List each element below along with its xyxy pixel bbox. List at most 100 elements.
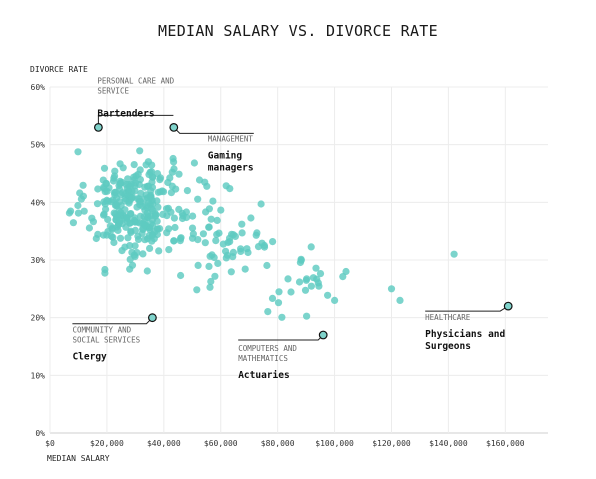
data-point [170, 237, 178, 245]
data-point [141, 183, 149, 191]
x-tick-label: $20,000 [90, 439, 124, 448]
data-point [170, 158, 178, 166]
data-point [212, 237, 220, 245]
data-point [124, 234, 132, 242]
data-point [213, 216, 221, 224]
data-point [275, 288, 283, 296]
y-tick-label: 10% [31, 371, 46, 380]
data-point [269, 238, 277, 246]
data-point [194, 236, 202, 244]
data-point [213, 230, 221, 239]
data-point [131, 226, 139, 234]
annotation-category: COMMUNITY AND [72, 326, 131, 335]
data-point [238, 229, 246, 237]
highlighted-point [503, 301, 513, 311]
data-point [142, 161, 150, 169]
data-point [130, 161, 138, 169]
data-point [211, 272, 219, 280]
y-tick-label: 50% [31, 141, 46, 150]
x-axis-ticks: $0 $20,000 $40,000 $60,000 $80,000 $100,000 $1… [45, 439, 525, 448]
data-point [217, 206, 225, 214]
data-point [136, 176, 144, 184]
data-point [126, 255, 134, 263]
data-point [201, 239, 209, 247]
annotation-occupation: Gaming [208, 150, 243, 161]
data-point [264, 308, 272, 316]
data-point [179, 212, 187, 220]
data-point [206, 252, 214, 260]
data-point [148, 178, 156, 186]
annotation-category: HEALTHCARE [425, 313, 471, 322]
data-point [189, 212, 197, 220]
data-point [128, 248, 136, 256]
annotation-category: MATHEMATICS [238, 354, 288, 363]
data-point [143, 267, 151, 275]
data-point [342, 267, 350, 276]
data-point [163, 205, 171, 213]
annotation-line [238, 334, 324, 341]
data-point [111, 167, 119, 175]
data-point [193, 286, 201, 294]
data-point [144, 194, 152, 202]
annotation-category: SOCIAL SERVICES [72, 336, 140, 345]
data-point [131, 242, 139, 250]
y-tick-label: 0% [35, 429, 45, 438]
data-point [148, 237, 156, 245]
highlighted-point [169, 122, 179, 132]
data-points [65, 147, 458, 321]
data-point [104, 228, 112, 236]
data-point [127, 180, 135, 188]
data-point [226, 185, 234, 193]
highlighted-point [318, 330, 328, 340]
data-point [141, 206, 149, 214]
y-axis-ticks: 0% 10% 20% 30% 40% 50% 60% [31, 83, 46, 438]
data-point [128, 261, 137, 269]
data-point [153, 197, 161, 205]
data-point [74, 148, 82, 156]
data-point [130, 173, 138, 181]
data-point [307, 243, 315, 251]
data-point [201, 178, 209, 186]
annotation-occupation: managers [208, 162, 254, 173]
data-point [387, 285, 396, 293]
data-point [199, 230, 207, 238]
data-point [136, 197, 144, 206]
data-point [153, 217, 161, 225]
highlighted-point [147, 313, 157, 323]
annotation-category: SERVICE [97, 86, 129, 95]
data-point [152, 211, 160, 219]
data-point [116, 179, 124, 187]
data-point [252, 231, 260, 239]
data-point [303, 312, 311, 320]
data-point [116, 234, 125, 242]
data-point [159, 210, 167, 218]
data-point [136, 166, 144, 174]
data-point [93, 200, 102, 208]
data-point [396, 296, 404, 304]
data-point [205, 223, 213, 231]
data-point [316, 270, 325, 278]
data-point [114, 226, 122, 234]
data-point [172, 185, 180, 193]
data-point [214, 259, 222, 267]
data-point [163, 229, 171, 237]
data-point [106, 222, 115, 230]
data-point [146, 244, 154, 252]
annotation-occupation: Actuaries [238, 370, 289, 381]
x-tick-label: $160,000 [486, 439, 525, 448]
data-point [74, 209, 82, 217]
data-point [303, 275, 311, 283]
data-point [121, 243, 129, 251]
annotation-category: MANAGEMENT [208, 134, 254, 143]
data-point [263, 261, 271, 270]
x-tick-label: $60,000 [204, 439, 238, 448]
data-point [100, 210, 108, 218]
data-point [177, 271, 185, 280]
data-point [79, 181, 87, 189]
data-point [124, 175, 132, 183]
y-tick-label: 20% [31, 314, 46, 323]
data-point [121, 197, 129, 205]
data-point [284, 275, 292, 283]
data-point [67, 207, 75, 215]
